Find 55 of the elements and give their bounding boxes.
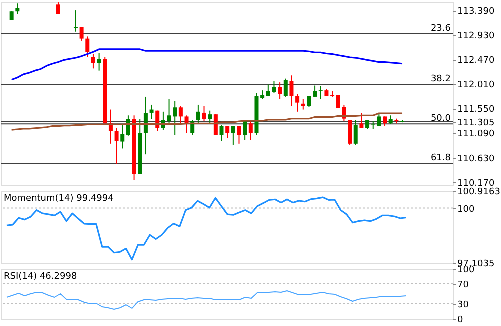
y-tick-label: 110.170 <box>458 178 495 189</box>
y-tick-label: 30 <box>458 300 470 310</box>
y-tick-label: 111.305 <box>458 118 495 128</box>
candlestick <box>313 85 318 98</box>
annotation: 23.6 <box>430 24 452 34</box>
candlestick <box>231 126 236 146</box>
line-series <box>6 290 407 310</box>
candlestick <box>214 114 218 136</box>
candlestick <box>120 124 125 150</box>
candlestick <box>284 78 288 98</box>
candlestick <box>360 113 364 129</box>
candlestick <box>144 96 148 156</box>
candlestick <box>91 54 96 70</box>
annotation: 61.8 <box>430 154 452 164</box>
candlestick <box>290 75 294 107</box>
candlestick <box>184 115 189 134</box>
annotation: 50.0 <box>430 114 452 124</box>
chart-title: Momentum(14) 99.4994 <box>4 194 114 204</box>
y-tick-label: 70 <box>458 280 470 290</box>
y-tick-label: 100.9163 <box>458 188 500 198</box>
candlestick <box>248 121 253 141</box>
candlestick <box>97 52 102 72</box>
y-tick-label: 111.090 <box>458 130 495 140</box>
y-tick-label: 112.010 <box>458 80 495 91</box>
candlestick <box>301 98 306 110</box>
y-tick-label: 100 <box>458 266 475 276</box>
y-tick-label: 111.550 <box>458 105 495 116</box>
candlestick <box>237 126 242 144</box>
candlestick <box>16 3 20 15</box>
annotation: 38.2 <box>430 74 451 85</box>
candlestick <box>354 120 358 146</box>
candlestick <box>126 115 130 136</box>
candlestick <box>56 2 60 15</box>
chart-title: RSI(14) 46.2998 <box>4 272 78 282</box>
candlestick <box>86 36 90 58</box>
candlestick <box>80 26 84 42</box>
y-tick-label: 112.470 <box>458 56 495 66</box>
candlestick <box>74 10 78 32</box>
candlestick <box>348 120 352 146</box>
candlestick <box>278 82 282 100</box>
candlestick <box>383 116 388 127</box>
y-tick-label: 113.390 <box>458 7 495 18</box>
candlestick <box>196 104 200 124</box>
candlestick <box>202 106 206 122</box>
y-tick-label: 110.630 <box>458 154 495 164</box>
y-tick-label: 112.930 <box>458 32 495 42</box>
candlestick <box>296 94 300 112</box>
line-series <box>11 48 404 81</box>
candlestick <box>178 106 183 124</box>
candlestick <box>220 124 224 142</box>
y-tick-label: 0 <box>458 316 464 326</box>
y-tick-label: 100 <box>458 204 475 215</box>
candlestick <box>114 128 119 165</box>
candlestick <box>208 110 212 124</box>
candlestick <box>150 104 154 120</box>
